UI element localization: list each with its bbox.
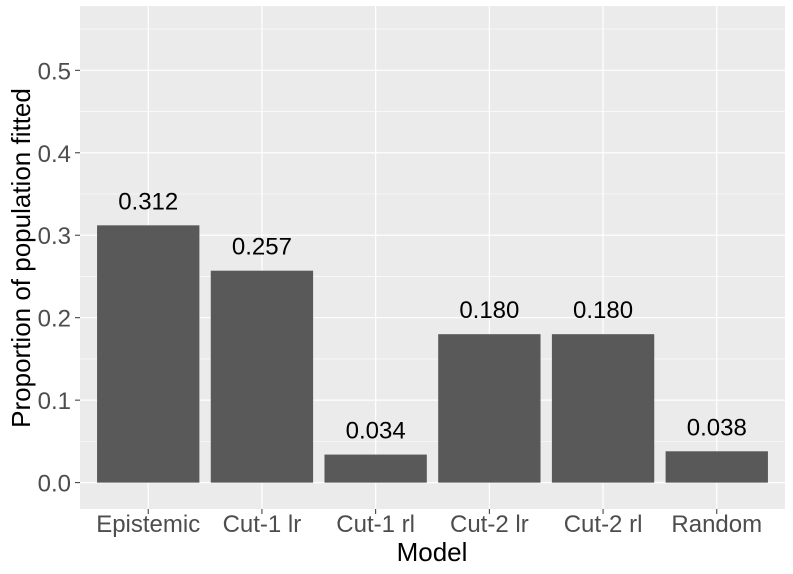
y-tick-label: 0.1 bbox=[38, 388, 71, 415]
x-tick-label: Epistemic bbox=[96, 511, 200, 538]
x-tick-label: Cut-1 rl bbox=[336, 511, 415, 538]
x-axis-ticks: Epistemic Cut-1 lr Cut-1 rl Cut-2 lr Cut-2 r… bbox=[96, 509, 762, 538]
y-tick-label: 0.5 bbox=[38, 58, 71, 85]
data-label: 0.034 bbox=[346, 418, 406, 445]
bar bbox=[210, 270, 314, 483]
data-label: 0.257 bbox=[232, 234, 292, 261]
x-tick-label: Cut-2 lr bbox=[450, 511, 529, 538]
x-axis-title: Model bbox=[397, 537, 468, 567]
bar bbox=[665, 451, 768, 483]
y-axis-ticks: 0.0 0.1 0.2 0.3 0.4 0.5 bbox=[38, 58, 80, 498]
y-tick-label: 0.4 bbox=[38, 141, 71, 168]
data-labels: 0.312 0.257 0.034 0.180 0.180 0.038 bbox=[118, 188, 747, 444]
bar bbox=[324, 454, 427, 483]
bar bbox=[551, 334, 655, 483]
bar bbox=[97, 225, 200, 483]
data-label: 0.180 bbox=[573, 297, 633, 324]
x-tick-label: Random bbox=[671, 511, 762, 538]
y-tick-label: 0.3 bbox=[38, 223, 71, 250]
data-label: 0.312 bbox=[118, 188, 178, 215]
bars bbox=[97, 225, 768, 483]
y-axis-title: Proportion of population fitted bbox=[6, 88, 36, 428]
bar bbox=[438, 334, 541, 483]
y-tick-label: 0.0 bbox=[38, 471, 71, 498]
y-tick-label: 0.2 bbox=[38, 306, 71, 333]
x-tick-label: Cut-2 rl bbox=[564, 511, 643, 538]
data-label: 0.038 bbox=[687, 414, 747, 441]
data-label: 0.180 bbox=[459, 297, 519, 324]
x-tick-label: Cut-1 lr bbox=[223, 511, 302, 538]
